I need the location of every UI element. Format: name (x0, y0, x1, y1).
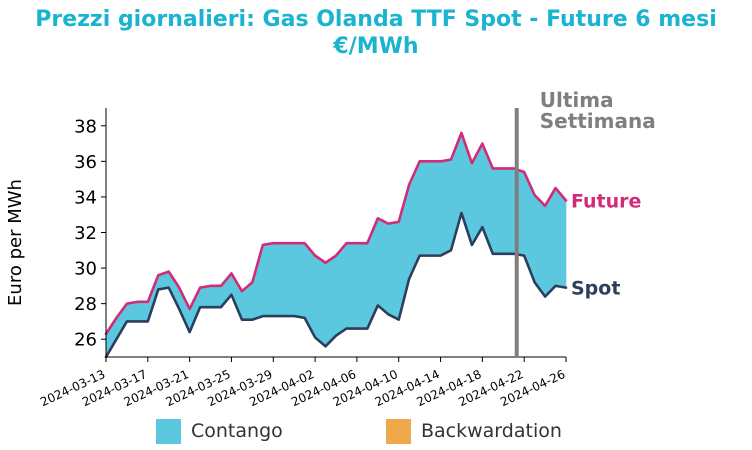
y-tick-label: 34 (74, 187, 97, 208)
y-tick-label: 36 (74, 152, 97, 173)
contango-band-segment (356, 242, 368, 329)
y-tick-label: 28 (74, 294, 97, 315)
contango-band-segment (126, 301, 138, 322)
contango-band-segment (325, 255, 337, 348)
contango-band-segment (293, 242, 305, 319)
contango-band-segment (387, 221, 400, 321)
contango-band-segment (335, 242, 347, 337)
contango-band-segment (419, 161, 431, 256)
y-tick-label: 32 (74, 223, 97, 244)
future-series-label: Future (571, 190, 641, 212)
contango-band-segment (502, 168, 515, 255)
y-tick-label: 26 (74, 330, 97, 351)
legend-backwardation: Backwardation (386, 418, 562, 444)
spot-line (104, 211, 568, 359)
y-tick-label: 30 (74, 259, 97, 280)
contango-band-segment (272, 242, 285, 317)
chart-title: Prezzi giornalieri: Gas Olanda TTF Spot … (0, 6, 752, 60)
legend-label-contango: Contango (191, 420, 283, 442)
legend-contango: Contango (156, 418, 283, 444)
contango-band-segment (492, 168, 504, 255)
contango-band-segment (440, 159, 452, 257)
y-tick-label: 38 (74, 116, 97, 137)
contango-band-segment (534, 194, 546, 298)
contango-band-segment (252, 244, 264, 321)
spot-series-label: Spot (571, 278, 620, 300)
contango-band-segment (262, 242, 274, 317)
chart-title-line-2: €/MWh (333, 34, 419, 59)
contango-band-segment (283, 242, 295, 317)
contango-band-segment (199, 285, 211, 308)
y-axis-label: Euro per MWh (5, 179, 26, 306)
last-week-label: Settimana (540, 109, 656, 133)
legend-label-backwardation: Backwardation (421, 420, 562, 442)
legend-swatch-backwardation (386, 418, 411, 444)
last-week-label: Ultima (540, 88, 614, 112)
contango-band-segment (555, 187, 567, 288)
contango-band-segment (210, 285, 222, 308)
contango-band-segment (314, 255, 326, 347)
legend-swatch-contango (156, 418, 181, 444)
chart-title-line-1: Prezzi giornalieri: Gas Olanda TTF Spot … (35, 7, 717, 32)
contango-band-segment (346, 242, 358, 329)
contango-band-segment (429, 161, 441, 256)
contango-band-segment (137, 301, 149, 322)
contango-band-segment (377, 217, 389, 315)
future-line (104, 131, 568, 336)
